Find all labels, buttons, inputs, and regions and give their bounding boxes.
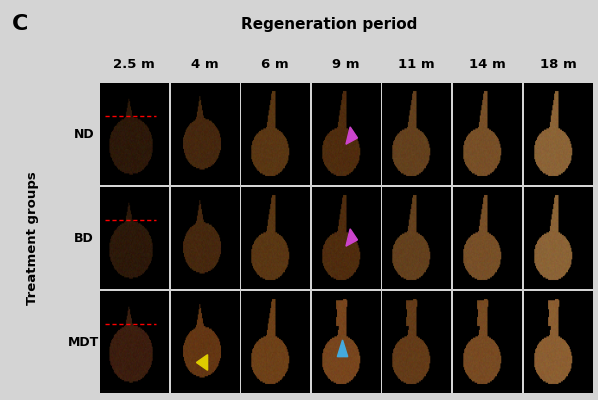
Text: 2.5 m: 2.5 m <box>113 58 155 72</box>
Text: BD: BD <box>74 232 94 244</box>
Text: ND: ND <box>74 128 94 140</box>
Text: 18 m: 18 m <box>539 58 576 72</box>
Text: Regeneration period: Regeneration period <box>242 18 417 32</box>
Polygon shape <box>346 229 358 246</box>
Text: 11 m: 11 m <box>398 58 435 72</box>
Text: 4 m: 4 m <box>191 58 218 72</box>
Text: Treatment groups: Treatment groups <box>26 171 39 305</box>
Text: 6 m: 6 m <box>261 58 289 72</box>
Polygon shape <box>337 340 347 357</box>
Text: MDT: MDT <box>68 336 99 348</box>
Polygon shape <box>197 355 208 370</box>
Text: 14 m: 14 m <box>469 58 506 72</box>
Polygon shape <box>346 127 358 144</box>
Text: C: C <box>11 14 28 34</box>
Text: 9 m: 9 m <box>332 58 359 72</box>
